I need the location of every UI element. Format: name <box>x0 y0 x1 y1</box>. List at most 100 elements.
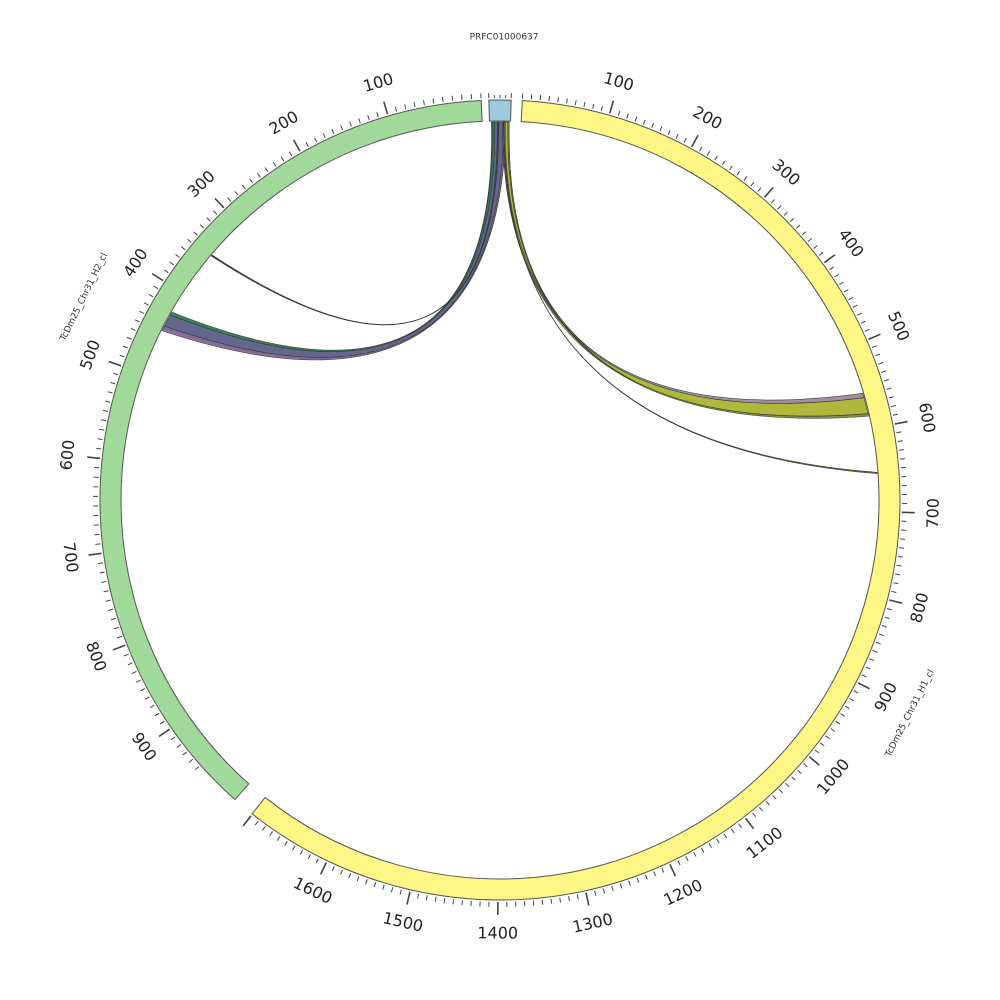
minor-tick <box>139 310 145 314</box>
major-tick <box>744 817 755 830</box>
minor-tick <box>888 396 894 399</box>
minor-tick <box>738 823 742 828</box>
minor-tick <box>394 106 398 112</box>
minor-tick <box>830 728 836 732</box>
minor-tick <box>871 345 877 349</box>
minor-tick <box>331 866 335 872</box>
minor-tick <box>600 105 603 112</box>
minor-tick <box>791 776 796 781</box>
minor-tick <box>348 873 352 879</box>
minor-tick <box>305 141 309 147</box>
minor-tick <box>135 679 141 683</box>
major-tick <box>889 599 903 604</box>
minor-tick <box>413 102 416 108</box>
major-tick <box>808 756 820 766</box>
tick-label-h1: 700 <box>923 498 943 529</box>
minor-tick <box>789 217 795 223</box>
minor-tick <box>878 361 884 365</box>
link-prfc-to-h1-thin[interactable] <box>503 121 878 474</box>
minor-tick <box>643 119 646 125</box>
minor-tick <box>797 769 802 774</box>
minor-tick <box>899 458 905 460</box>
tick-label-h2: 900 <box>128 729 161 765</box>
major-tick <box>88 552 102 556</box>
minor-tick <box>860 320 866 324</box>
minor-tick <box>292 845 296 851</box>
minor-tick <box>721 160 726 166</box>
link-prfc-to-h2-purple[interactable] <box>161 121 507 361</box>
minor-tick <box>284 840 288 846</box>
minor-tick <box>100 419 106 422</box>
minor-tick <box>441 97 444 103</box>
minor-tick <box>651 122 655 128</box>
minor-tick <box>898 449 904 451</box>
minor-tick <box>241 184 246 190</box>
minor-tick <box>261 826 266 831</box>
minor-tick <box>288 151 293 157</box>
minor-tick <box>852 304 858 308</box>
minor-tick <box>548 95 551 102</box>
segment-prfc01000637[interactable] <box>488 99 512 122</box>
tick-label-h1: 500 <box>884 308 914 344</box>
link-prfc-to-h2-green[interactable] <box>169 121 496 352</box>
tick-label-h1: 900 <box>870 679 901 715</box>
minor-tick <box>675 133 679 139</box>
minor-tick <box>425 895 428 901</box>
minor-tick <box>839 281 844 285</box>
link-prfc-to-h1-mauve[interactable] <box>502 121 865 404</box>
minor-tick <box>875 353 881 357</box>
minor-tick <box>757 187 762 192</box>
minor-tick <box>875 641 881 645</box>
minor-tick <box>126 336 132 340</box>
minor-tick <box>729 165 733 171</box>
minor-tick <box>149 704 155 709</box>
minor-tick <box>884 616 890 619</box>
minor-tick <box>848 296 854 301</box>
minor-tick <box>103 590 109 593</box>
segment-label-prfc01000637: PRFC01000637 <box>470 33 539 43</box>
minor-tick <box>97 438 103 441</box>
link-prfc-to-h2-thin[interactable] <box>210 121 499 326</box>
minor-tick <box>829 266 834 271</box>
minor-tick <box>617 110 621 116</box>
minor-tick <box>234 190 239 196</box>
minor-tick <box>131 671 137 675</box>
tick-label-h2: 300 <box>184 166 219 201</box>
tick-label-h2: 600 <box>56 439 78 471</box>
minor-tick <box>367 114 370 121</box>
minor-tick <box>113 372 119 376</box>
major-tick <box>158 728 171 738</box>
minor-tick <box>163 269 169 274</box>
segment-label-tcdm25-chr31-h2: TcDm25_Chr31_H2_cl <box>58 252 110 344</box>
minor-tick <box>199 224 205 229</box>
segment-tcdm25-chr31-h1[interactable] <box>251 100 901 901</box>
tick-label-h1: 300 <box>768 155 804 189</box>
link-prfc-to-h1-olive[interactable] <box>507 121 869 419</box>
minor-tick <box>113 626 119 630</box>
minor-tick <box>783 211 788 216</box>
minor-tick <box>653 871 657 877</box>
minor-tick <box>256 172 261 178</box>
minor-tick <box>825 735 830 740</box>
tick-label-h2: 700 <box>59 541 82 574</box>
minor-tick <box>206 217 211 222</box>
minor-tick <box>404 104 407 110</box>
minor-tick <box>110 617 116 621</box>
minor-tick <box>417 893 420 899</box>
minor-tick <box>541 899 544 905</box>
tick-label-h1: 100 <box>602 68 637 95</box>
minor-tick <box>280 156 285 162</box>
minor-tick <box>107 391 113 394</box>
minor-tick <box>714 155 718 161</box>
minor-tick <box>108 608 114 612</box>
segment-tcdm25-chr31-h2[interactable] <box>99 99 483 801</box>
minor-tick <box>331 129 335 135</box>
major-tick <box>87 456 101 460</box>
minor-tick <box>123 345 129 349</box>
tick-label-h1: 1200 <box>661 875 706 909</box>
minor-tick <box>886 387 892 390</box>
minor-tick <box>143 302 149 306</box>
minor-tick <box>677 860 681 866</box>
minor-tick <box>886 608 893 611</box>
